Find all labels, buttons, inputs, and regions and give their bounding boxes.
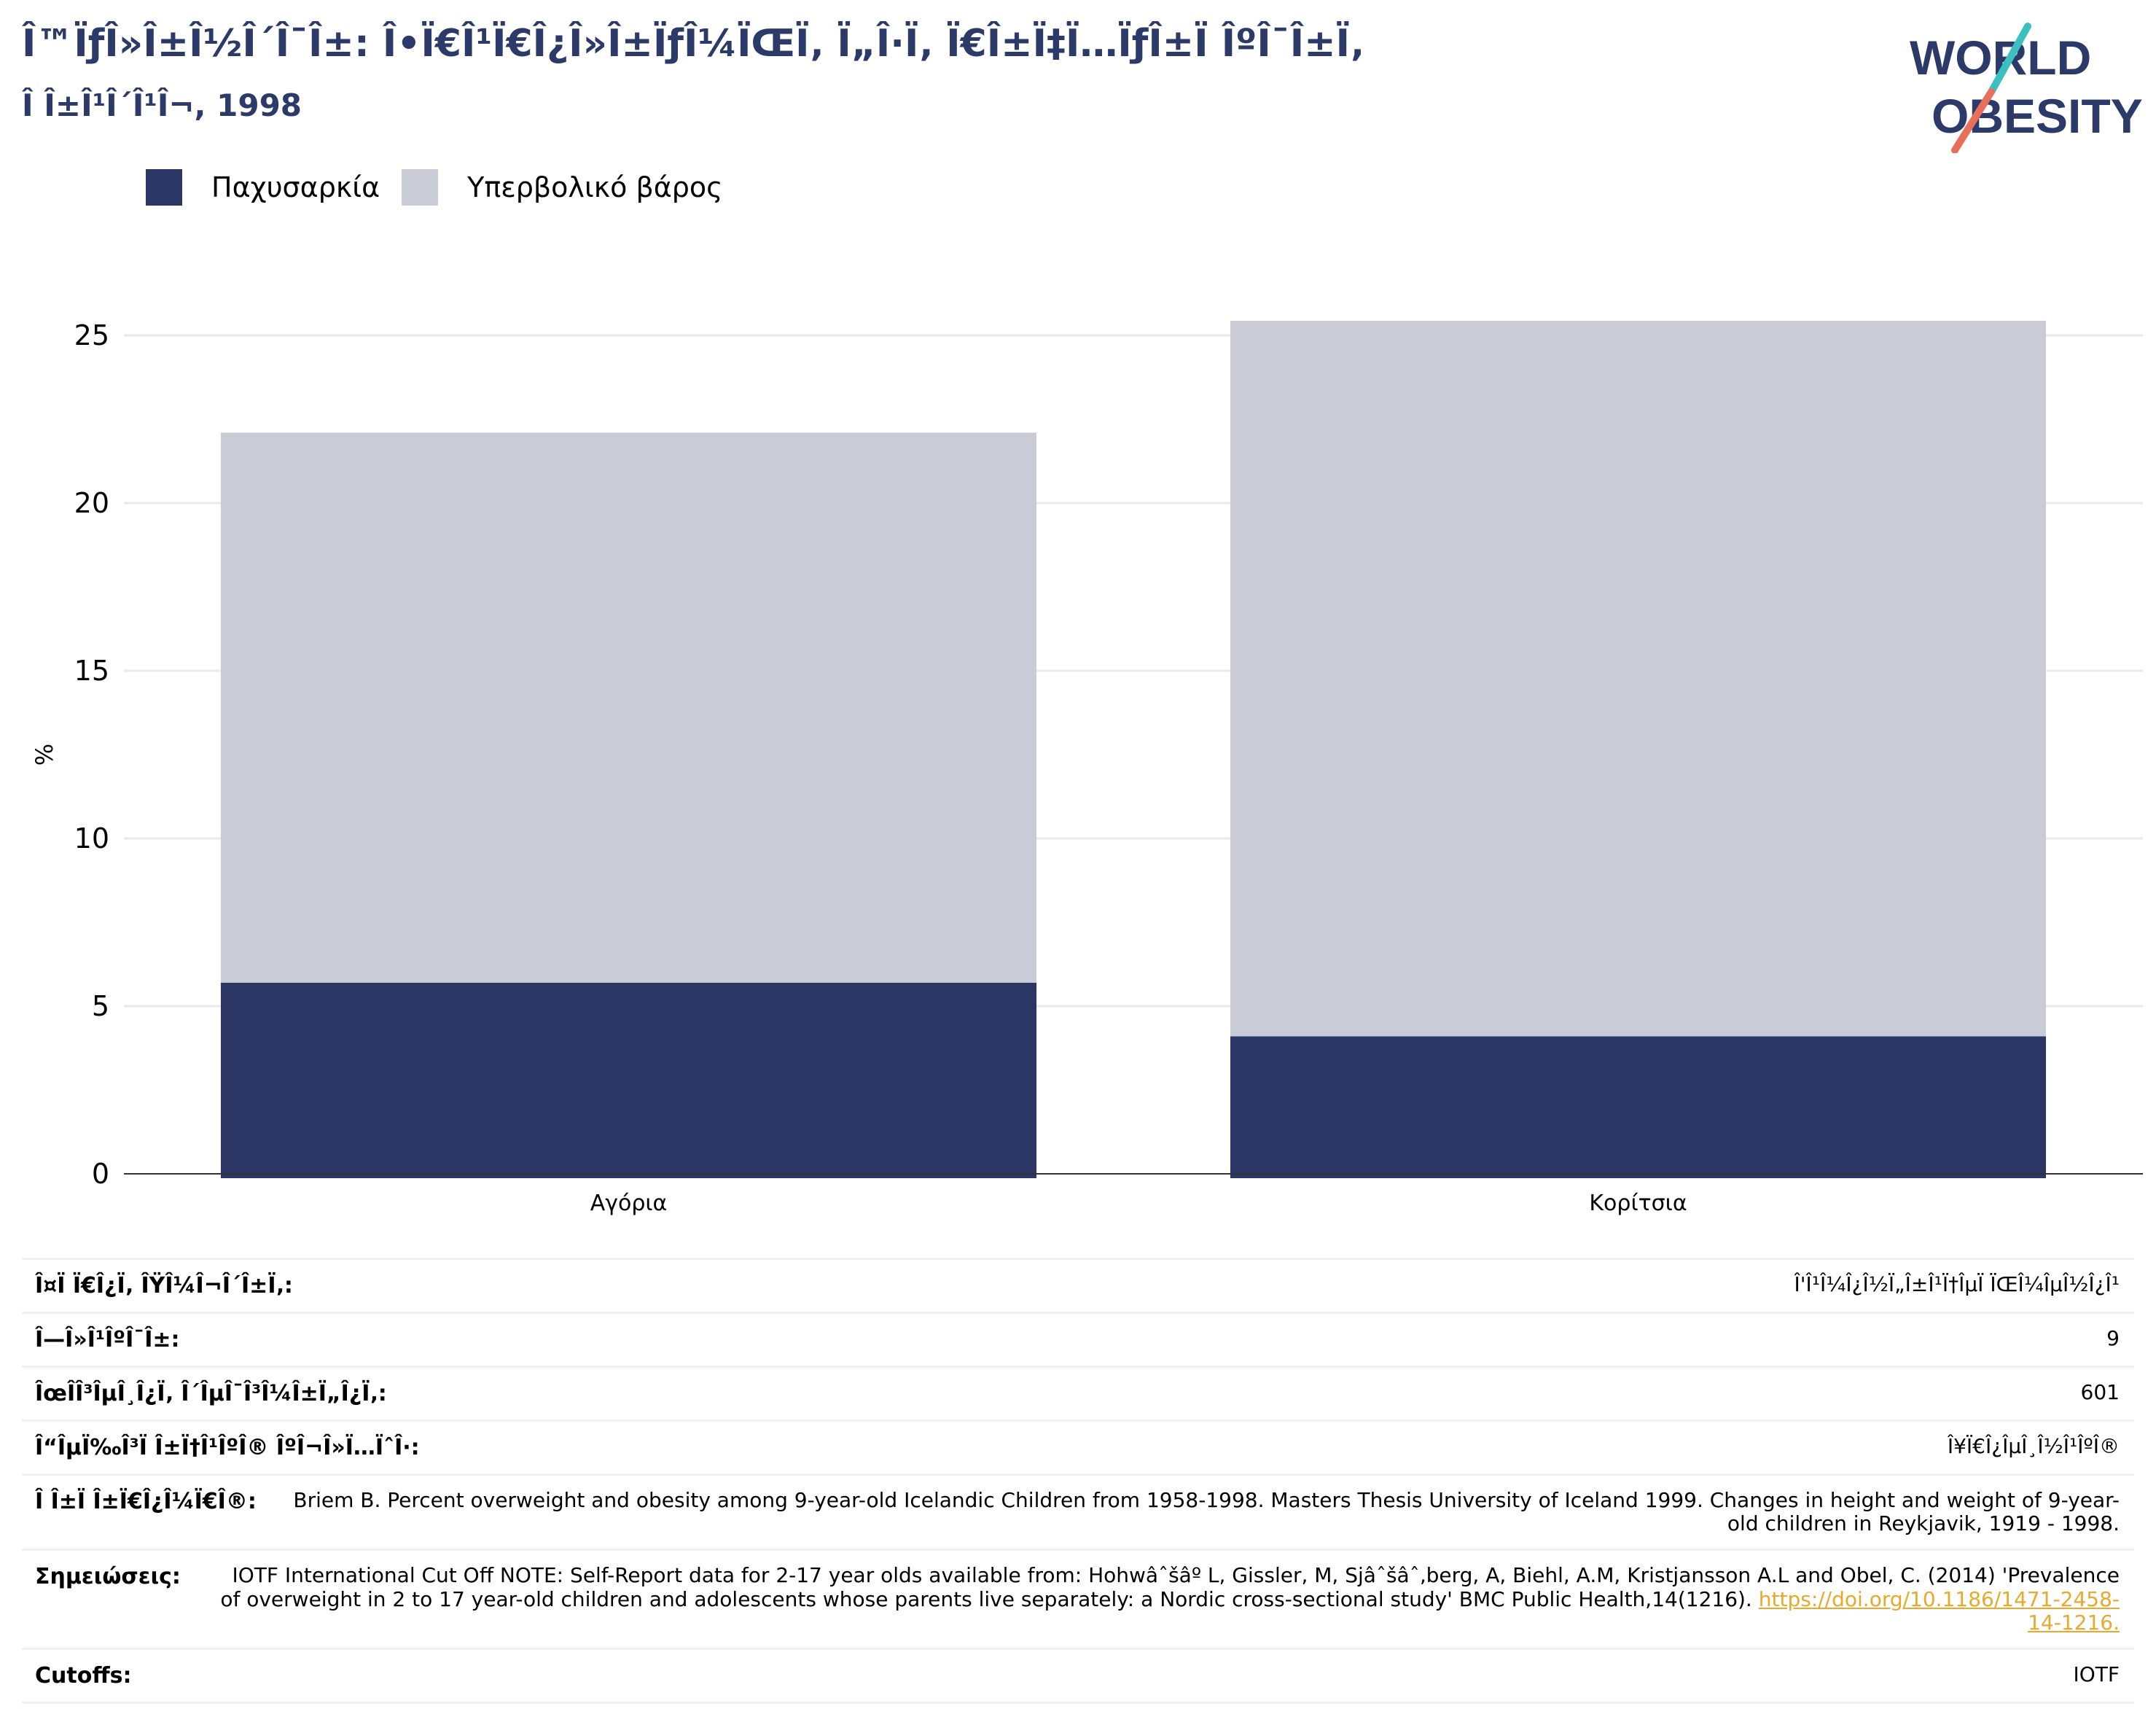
meta-value: IOTF International Cut Off NOTE: Self-Re… bbox=[210, 1564, 2120, 1635]
meta-value: Î'Î¹Î¼Î¿Î½Ï„Î±Î¹Ï†ÎµÏ ÏŒÎ¼ÎµÎ½Î¿Î¹ bbox=[1794, 1272, 2120, 1296]
meta-value: Briem B. Percent overweight and obesity … bbox=[293, 1488, 2120, 1536]
legend-swatch-obesity bbox=[146, 169, 182, 206]
doi-link[interactable]: https://doi.org/10.1186/1471-2458-14-121… bbox=[1758, 1586, 2120, 1635]
chart-title: Î™ÏƒÎ»Î±Î½Î´Î¯Î±: Î•Ï€Î¹Ï€Î¿Î»Î±ÏƒÎ¼ÏŒÏ‚… bbox=[22, 22, 1364, 66]
meta-label: ÎœÎ­Î³ÎµÎ¸Î¿Ï‚ Î´ÎµÎ¯Î³Î¼Î±Ï„Î¿Ï‚: bbox=[35, 1381, 387, 1406]
meta-row-group-type: Î¤Ï Ï€Î¿Ï‚ ÎŸÎ¼Î¬Î´Î±Ï‚: Î'Î¹Î¼Î¿Î½Ï„Î±Î… bbox=[22, 1258, 2134, 1312]
x-tick-label: Κορίτσια bbox=[1589, 1191, 1687, 1216]
y-tick-label: 25 bbox=[74, 321, 109, 351]
bar-obesity-1 bbox=[1230, 1036, 2047, 1178]
y-axis-label: % bbox=[31, 744, 58, 766]
meta-row-cutoffs: Cutoffs: IOTF bbox=[22, 1647, 2134, 1704]
logo-slash-top bbox=[1988, 23, 2031, 96]
y-tick-label: 0 bbox=[92, 1158, 109, 1190]
y-tick-label: 15 bbox=[74, 655, 109, 687]
meta-row-reference: Î Î±Ï Î±Ï€Î¿Î¼Ï€Î®: Briem B. Percent ove… bbox=[22, 1473, 2134, 1549]
legend-label-overweight: Υπερβολικό βάρος bbox=[467, 171, 723, 203]
meta-value: IOTF bbox=[2073, 1662, 2120, 1686]
bar-overweight-0 bbox=[220, 432, 1037, 983]
meta-value: 9 bbox=[2106, 1326, 2120, 1350]
y-tick-label: 10 bbox=[74, 822, 109, 854]
y-tick-label: 5 bbox=[92, 990, 109, 1022]
meta-value: 601 bbox=[2080, 1380, 2120, 1404]
x-tick-label: Αγόρια bbox=[590, 1191, 668, 1216]
world-obesity-logo: WORLD OBESITY bbox=[1910, 23, 2143, 153]
meta-label: Î—Î»Î¹ÎºÎ¯Î±: bbox=[35, 1327, 180, 1352]
meta-row-age: Î—Î»Î¹ÎºÎ¯Î±: 9 bbox=[22, 1312, 2134, 1366]
meta-row-coverage: Î“ÎµÏ‰Î³Ï Î±Ï†Î¹ÎºÎ® ÎºÎ¬Î»Ï…ÏˆÎ·: Î¥Ï€Î… bbox=[22, 1420, 2134, 1473]
chart-subtitle: Î Î±Î¹Î´Î¹Î¬, 1998 bbox=[22, 87, 302, 123]
y-tick-label: 20 bbox=[74, 487, 109, 519]
metadata-table: Î¤Ï Ï€Î¿Ï‚ ÎŸÎ¼Î¬Î´Î±Ï‚: Î'Î¹Î¼Î¿Î½Ï„Î±Î… bbox=[22, 1258, 2134, 1704]
meta-value: Î¥Ï€Î¿ÎµÎ¸Î½Î¹ÎºÎ® bbox=[1947, 1434, 2120, 1458]
meta-label: Î“ÎµÏ‰Î³Ï Î±Ï†Î¹ÎºÎ® ÎºÎ¬Î»Ï…ÏˆÎ·: bbox=[35, 1435, 420, 1460]
meta-label: Î Î±Ï Î±Ï€Î¿Î¼Ï€Î®: bbox=[35, 1489, 257, 1514]
notes-text: IOTF International Cut Off NOTE: Self-Re… bbox=[220, 1563, 2120, 1611]
bar-overweight-1 bbox=[1230, 321, 2047, 1037]
stacked-bar-chart: 0 5 10 15 20 25% Αγόρια Κορίτσια bbox=[31, 321, 2143, 1216]
chart-legend: Παχυσαρκία Υπερβολικό βάρος bbox=[146, 169, 744, 206]
legend-item-overweight[interactable]: Υπερβολικό βάρος bbox=[402, 169, 722, 206]
bar-obesity-0 bbox=[220, 982, 1037, 1178]
logo-slash-bottom bbox=[1951, 88, 1995, 153]
legend-item-obesity[interactable]: Παχυσαρκία bbox=[146, 169, 380, 206]
meta-row-notes: Σημειώσεις: IOTF International Cut Off N… bbox=[22, 1549, 2134, 1648]
meta-label: Cutoffs: bbox=[35, 1662, 132, 1689]
meta-row-sample-size: ÎœÎ­Î³ÎµÎ¸Î¿Ï‚ Î´ÎµÎ¯Î³Î¼Î±Ï„Î¿Ï‚: 601 bbox=[22, 1366, 2134, 1420]
legend-swatch-overweight bbox=[402, 169, 439, 206]
meta-label: Î¤Ï Ï€Î¿Ï‚ ÎŸÎ¼Î¬Î´Î±Ï‚: bbox=[35, 1273, 293, 1298]
meta-label: Σημειώσεις: bbox=[35, 1564, 181, 1590]
legend-label-obesity: Παχυσαρκία bbox=[211, 171, 380, 203]
